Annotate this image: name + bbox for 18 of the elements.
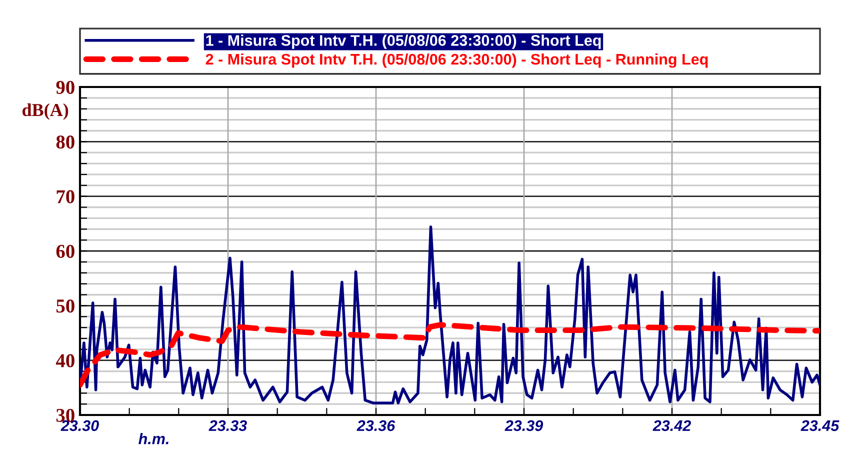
- y-tick-label: 80: [56, 135, 74, 149]
- x-tick-label: 23.42: [652, 420, 691, 432]
- y-tick-label: 50: [56, 299, 74, 313]
- x-tick-label: 23.39: [504, 420, 544, 432]
- text: 2 - Misura Spot Intv T.H. (05/08/06 23:30:00) - Short Leq - Running Leq: [206, 53, 708, 68]
- x-tick-label: 23.36: [356, 420, 396, 432]
- y-tick-label: 40: [56, 354, 74, 368]
- y-tick-label: 90: [56, 80, 74, 94]
- x-tick-label: 23.33: [208, 420, 247, 432]
- y-tick-label: 70: [56, 190, 74, 204]
- x-tick-label: 23.45: [800, 420, 840, 432]
- x-axis-title: h.m.: [138, 433, 168, 444]
- y-tick-label: 30: [56, 408, 74, 422]
- y-axis-title: dB(A): [22, 103, 68, 120]
- y-tick-label: 60: [56, 244, 74, 258]
- x-tick-label: 23.30: [60, 420, 99, 432]
- text: 1 - Misura Spot Intv T.H. (05/08/06 23:30:00) - Short Leq: [206, 34, 601, 49]
- line-series: [80, 226, 820, 404]
